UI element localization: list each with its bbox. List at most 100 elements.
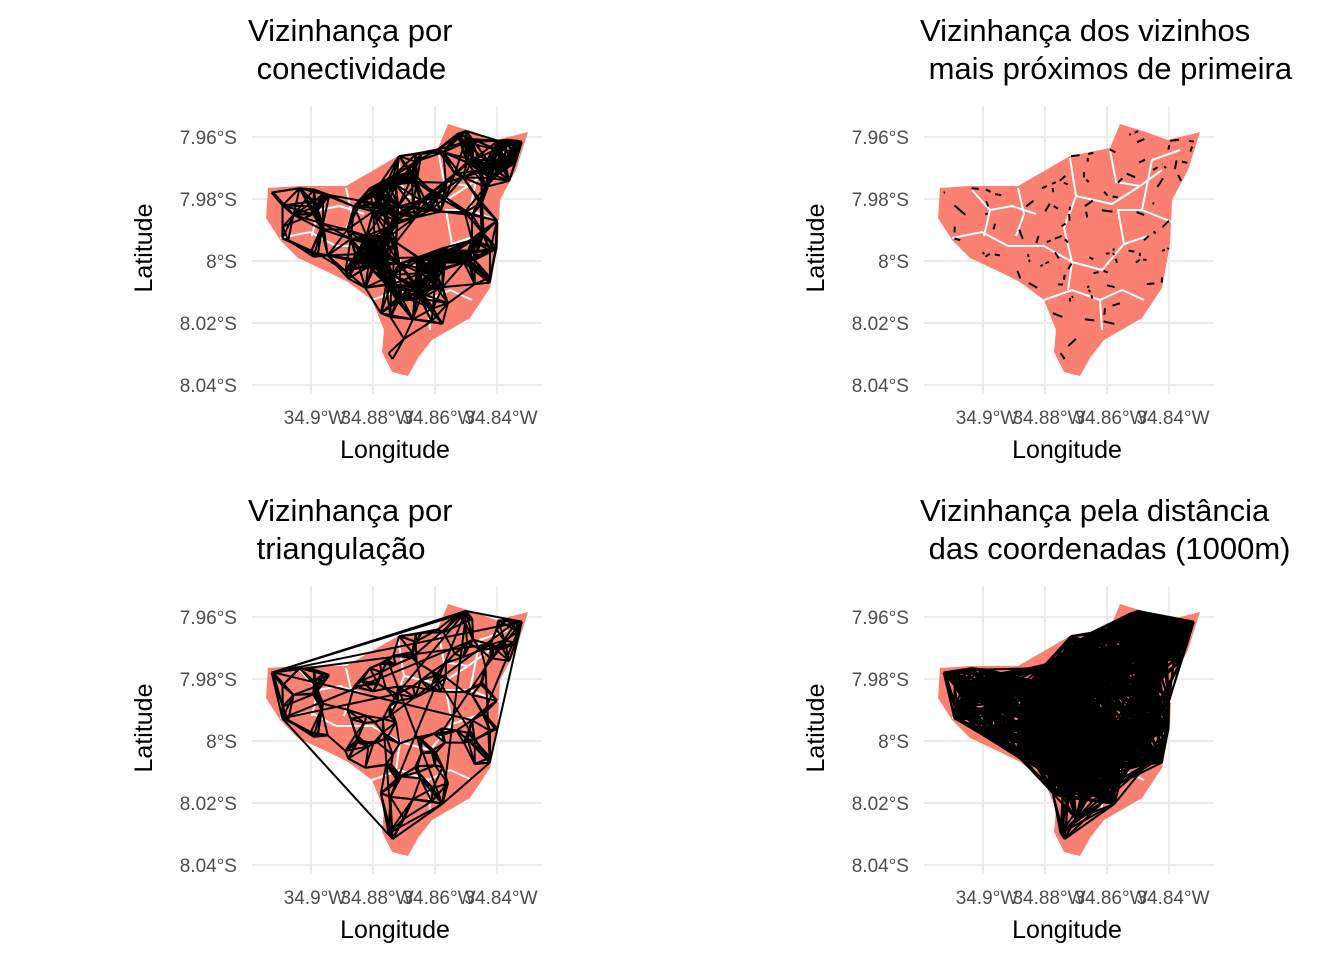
neighbor-edge	[480, 202, 483, 232]
neighbor-edge	[454, 169, 482, 175]
neighbor-edge	[381, 238, 388, 259]
neighbor-edge	[385, 284, 392, 318]
neighbor-edge	[462, 176, 483, 204]
neighbor-edge	[433, 727, 443, 735]
neighbor-edge	[322, 222, 352, 240]
neighbor-edge	[379, 284, 388, 314]
chart-title-line: triangulação	[248, 531, 426, 566]
neighbor-edge	[440, 690, 465, 694]
neighbor-edge	[482, 621, 523, 714]
neighbor-edge	[1051, 187, 1055, 193]
neighbor-edge	[328, 194, 355, 208]
neighbor-edge	[366, 225, 390, 237]
neighbor-edge	[994, 674, 1001, 736]
neighbor-edge	[1156, 666, 1170, 702]
neighbor-edge	[1113, 727, 1148, 765]
neighbor-edge	[434, 173, 456, 197]
neighbor-edge	[1016, 715, 1040, 752]
neighbor-edge	[1017, 274, 1022, 279]
neighbor-edge	[1113, 763, 1148, 805]
neighbor-edge	[385, 262, 401, 285]
neighbor-edge	[954, 237, 958, 241]
neighbor-edge	[434, 674, 491, 764]
neighbor-edge	[1153, 682, 1163, 731]
neighbor-edge	[388, 206, 400, 237]
neighbor-edge	[471, 214, 498, 222]
panel-nearest-neighbors: Vizinhança dos vizinhos mais próximos de…	[672, 0, 1344, 480]
neighbor-edge	[345, 745, 369, 752]
neighbor-edge	[403, 800, 433, 820]
neighbor-edge	[1093, 271, 1099, 275]
neighbor-edge	[1106, 284, 1112, 288]
neighbor-edge	[379, 183, 399, 208]
neighbor-edge	[430, 750, 444, 768]
neighbor-edge	[1092, 679, 1113, 693]
neighbor-edge	[508, 151, 520, 182]
neighbor-edge	[441, 286, 449, 304]
neighbor-edge	[292, 200, 315, 216]
neighbor-edge	[395, 656, 413, 666]
neighbor-edge	[497, 620, 506, 641]
neighbor-edge	[445, 653, 456, 664]
neighbor-edge	[1057, 656, 1085, 690]
neighbor-edge	[1072, 741, 1118, 778]
neighbor-edge	[1156, 182, 1162, 188]
region-border	[444, 689, 501, 725]
neighbor-edge	[467, 230, 483, 254]
neighbor-edge	[454, 172, 486, 188]
region-border	[1067, 261, 1073, 291]
neighbor-edge	[420, 738, 433, 752]
neighbor-edge	[953, 694, 967, 708]
neighbor-edge	[320, 709, 329, 736]
neighbor-edge	[489, 643, 495, 649]
neighbor-edge	[1019, 742, 1046, 760]
chart-title: Vizinhança pela distância das coordenada…	[920, 493, 1291, 566]
region-border	[395, 741, 401, 771]
neighbor-edge	[379, 764, 388, 794]
neighbor-edge	[379, 183, 387, 209]
neighbor-edges	[943, 130, 1195, 360]
neighbor-edge	[445, 196, 473, 216]
neighbor-edge	[1072, 766, 1115, 778]
neighbor-edge	[480, 647, 495, 651]
neighbor-edge	[385, 257, 394, 276]
neighbor-edge	[1057, 715, 1063, 765]
neighbor-edge	[410, 177, 414, 207]
neighbor-edge	[309, 223, 324, 253]
neighbor-edge	[327, 254, 347, 272]
neighbor-edge	[349, 718, 359, 740]
neighbor-edge	[1022, 715, 1062, 720]
chart-title-line: das coordenadas (1000m)	[920, 531, 1291, 566]
neighbor-edge	[316, 223, 324, 254]
neighbor-edge	[350, 234, 367, 240]
neighbor-edge	[298, 187, 315, 202]
neighbor-edge	[1126, 653, 1155, 684]
neighbor-edge	[953, 694, 967, 719]
neighbor-edge	[385, 207, 416, 219]
neighbor-edge	[1083, 750, 1105, 800]
neighbor-edge	[398, 151, 422, 158]
neighbor-edge	[458, 133, 473, 141]
y-tick-label: 8.02°S	[852, 314, 909, 335]
neighbor-edge	[382, 721, 397, 734]
neighbor-edge	[480, 699, 498, 713]
neighbor-edge	[1111, 691, 1115, 729]
panel-distance: Vizinhança pela distância das coordenada…	[672, 480, 1344, 960]
neighbor-edge	[466, 638, 474, 644]
neighbor-edge	[445, 676, 466, 693]
neighbor-edge	[992, 226, 996, 230]
y-tick-label: 8.02°S	[180, 314, 237, 335]
neighbor-edge	[985, 254, 989, 258]
neighbor-edge	[327, 734, 347, 752]
neighbor-edge	[1017, 742, 1072, 752]
neighbor-edge	[390, 795, 413, 801]
neighbor-edge	[1101, 209, 1108, 212]
neighbor-edge	[1046, 203, 1051, 209]
neighbor-edge	[480, 230, 491, 252]
neighbor-edge	[1105, 270, 1109, 274]
neighbor-edge	[1170, 139, 1175, 142]
neighbor-edge	[1140, 138, 1145, 142]
region-border	[951, 230, 1009, 247]
neighbor-edge	[1082, 632, 1095, 658]
neighbor-edge	[1156, 621, 1195, 668]
